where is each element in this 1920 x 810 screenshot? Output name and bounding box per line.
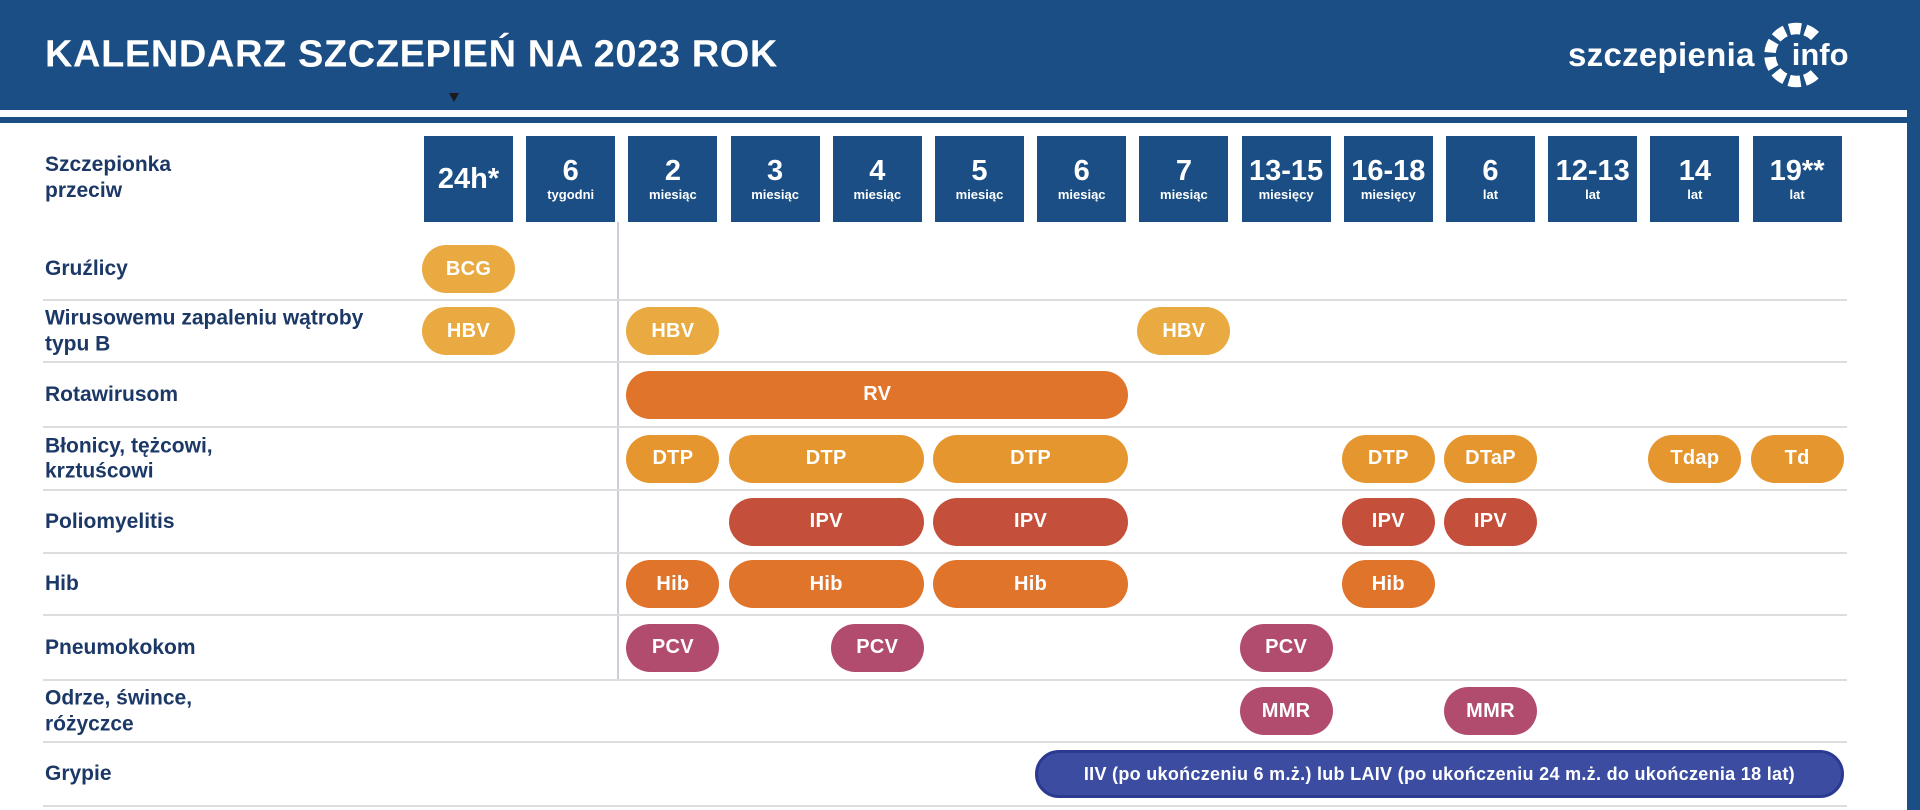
logo-ring-icon: info bbox=[1763, 22, 1849, 88]
pill-td-row4-7: Td bbox=[1750, 434, 1844, 483]
header-accent-line bbox=[0, 117, 1920, 123]
column-age-value: 6 bbox=[562, 155, 579, 187]
pill-pcv-row7-1: PCV bbox=[626, 623, 720, 672]
row-label-1: Gruźlicy bbox=[45, 257, 128, 281]
pill-dtp-row4-4: DTP bbox=[1341, 434, 1435, 483]
column-age-unit: lat bbox=[1482, 187, 1499, 202]
pill-hbv-row2-1: HBV bbox=[422, 307, 515, 355]
pill-pcv-row7-2: PCV bbox=[830, 623, 924, 672]
segmented-ring-icon bbox=[1764, 22, 1819, 88]
row-label-5: Poliomyelitis bbox=[45, 509, 175, 533]
column-age-value: 19** bbox=[1769, 155, 1825, 187]
column-age-value: 16-18 bbox=[1351, 155, 1426, 187]
row-divider-4 bbox=[43, 489, 1847, 491]
column-header-5: 4 miesiąc bbox=[832, 136, 922, 222]
column-age-unit: tygodni bbox=[547, 187, 595, 202]
pill-hib-row6-1: Hib bbox=[626, 560, 720, 608]
column-age-unit: miesiąc bbox=[853, 187, 902, 202]
row-divider-3 bbox=[43, 426, 1847, 428]
period-separator-line bbox=[617, 222, 619, 680]
row-divider-9 bbox=[43, 805, 1847, 807]
column-header-3: 2 miesiąc bbox=[628, 136, 718, 222]
right-edge-strip bbox=[1907, 0, 1920, 810]
column-age-value: 7 bbox=[1175, 155, 1192, 187]
column-header-13: 14 lat bbox=[1650, 136, 1740, 222]
column-header-8: 7 miesiąc bbox=[1139, 136, 1229, 222]
column-header-9: 13-15 miesięcy bbox=[1241, 136, 1331, 222]
column-age-value: 14 bbox=[1678, 155, 1712, 187]
column-age-value: 13-15 bbox=[1249, 155, 1324, 187]
logo-suffix-text: info bbox=[1791, 37, 1849, 72]
column-age-value: 24h* bbox=[437, 162, 500, 195]
pill-hib-row6-4: Hib bbox=[1341, 560, 1435, 608]
column-header-11: 6 lat bbox=[1446, 136, 1535, 222]
column-age-unit: lat bbox=[1585, 187, 1601, 202]
column-header-6: 5 miesiąc bbox=[935, 136, 1024, 222]
column-age-unit: miesiąc bbox=[1057, 187, 1106, 202]
column-header-10: 16-18 miesięcy bbox=[1343, 136, 1433, 222]
row-label-9: Grypie bbox=[45, 762, 112, 786]
pill-iiv-row9-1: IIV (po ukończeniu 6 m.ż.) lub LAIV (po … bbox=[1035, 750, 1844, 798]
pill-dtp-row4-3: DTP bbox=[933, 434, 1129, 483]
column-age-unit: miesiąc bbox=[649, 187, 697, 202]
pill-mmr-row8-1: MMR bbox=[1239, 687, 1333, 735]
column-age-unit: miesięcy bbox=[1258, 187, 1314, 202]
column-header-1: 24h* bbox=[424, 136, 513, 222]
column-age-unit: miesiąc bbox=[751, 187, 799, 202]
szczepienia-info-logo: szczepienia info bbox=[1568, 22, 1849, 88]
logo-text: szczepienia bbox=[1568, 36, 1755, 73]
pill-ipv-row5-3: IPV bbox=[1341, 497, 1435, 546]
pill-pcv-row7-3: PCV bbox=[1239, 623, 1333, 672]
pill-bcg-row1-1: BCG bbox=[422, 245, 515, 293]
pill-ipv-row5-2: IPV bbox=[933, 497, 1129, 546]
column-age-value: 2 bbox=[664, 155, 681, 187]
pill-tdap-row4-6: Tdap bbox=[1648, 434, 1742, 483]
pill-dtap-row4-5: DTaP bbox=[1444, 434, 1537, 483]
column-age-unit: miesięcy bbox=[1360, 187, 1416, 202]
column-age-unit: lat bbox=[1789, 187, 1805, 202]
row-divider-1 bbox=[43, 299, 1847, 301]
pill-hbv-row2-3: HBV bbox=[1137, 307, 1231, 355]
column-header-2: 6 tygodni bbox=[526, 136, 616, 222]
pill-hbv-row2-2: HBV bbox=[626, 307, 720, 355]
axis-corner-label: Szczepionka przeciw bbox=[45, 152, 172, 202]
row-divider-2 bbox=[43, 361, 1847, 363]
column-age-value: 6 bbox=[1073, 155, 1090, 187]
row-label-3: Rotawirusom bbox=[45, 382, 179, 406]
pill-dtp-row4-1: DTP bbox=[626, 434, 720, 483]
row-divider-7 bbox=[43, 679, 1847, 681]
column-age-unit: lat bbox=[1687, 187, 1703, 202]
column-age-unit: miesiąc bbox=[1160, 187, 1208, 202]
row-label-7: Pneumokokom bbox=[45, 635, 196, 659]
column-header-14: 19** lat bbox=[1752, 136, 1842, 222]
pointer-cursor-artifact bbox=[449, 93, 459, 102]
page-title: KALENDARZ SZCZEPIEŃ NA 2023 ROK bbox=[45, 33, 778, 76]
column-age-value: 4 bbox=[869, 155, 886, 187]
row-label-6: Hib bbox=[45, 572, 79, 596]
row-divider-5 bbox=[43, 552, 1847, 554]
header-bar bbox=[0, 0, 1920, 110]
pill-ipv-row5-4: IPV bbox=[1444, 497, 1537, 546]
column-age-value: 6 bbox=[1482, 155, 1499, 187]
column-age-unit: miesiąc bbox=[955, 187, 1004, 202]
pill-ipv-row5-1: IPV bbox=[728, 497, 924, 546]
column-header-12: 12-13 lat bbox=[1548, 136, 1638, 222]
row-divider-6 bbox=[43, 614, 1847, 616]
pill-hib-row6-3: Hib bbox=[933, 560, 1129, 608]
row-label-8: Odrze, śwince, różyczce bbox=[45, 686, 193, 735]
column-header-4: 3 miesiąc bbox=[730, 136, 820, 222]
column-age-value: 12-13 bbox=[1555, 155, 1630, 187]
pill-rv-row3-1: RV bbox=[626, 370, 1129, 419]
column-header-7: 6 miesiąc bbox=[1037, 136, 1127, 222]
column-age-value: 5 bbox=[971, 155, 988, 187]
row-divider-8 bbox=[43, 741, 1847, 743]
pill-dtp-row4-2: DTP bbox=[728, 434, 924, 483]
pill-mmr-row8-2: MMR bbox=[1444, 687, 1537, 735]
pill-hib-row6-2: Hib bbox=[728, 560, 924, 608]
row-label-4: Błonicy, tężcowi, krztuścowi bbox=[45, 433, 213, 483]
column-age-value: 3 bbox=[767, 155, 784, 187]
row-label-2: Wirusowemu zapaleniu wątroby typu B bbox=[45, 306, 364, 355]
